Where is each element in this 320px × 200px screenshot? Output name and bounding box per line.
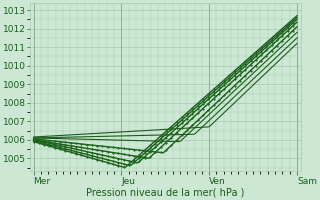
X-axis label: Pression niveau de la mer( hPa ): Pression niveau de la mer( hPa ) (86, 187, 244, 197)
